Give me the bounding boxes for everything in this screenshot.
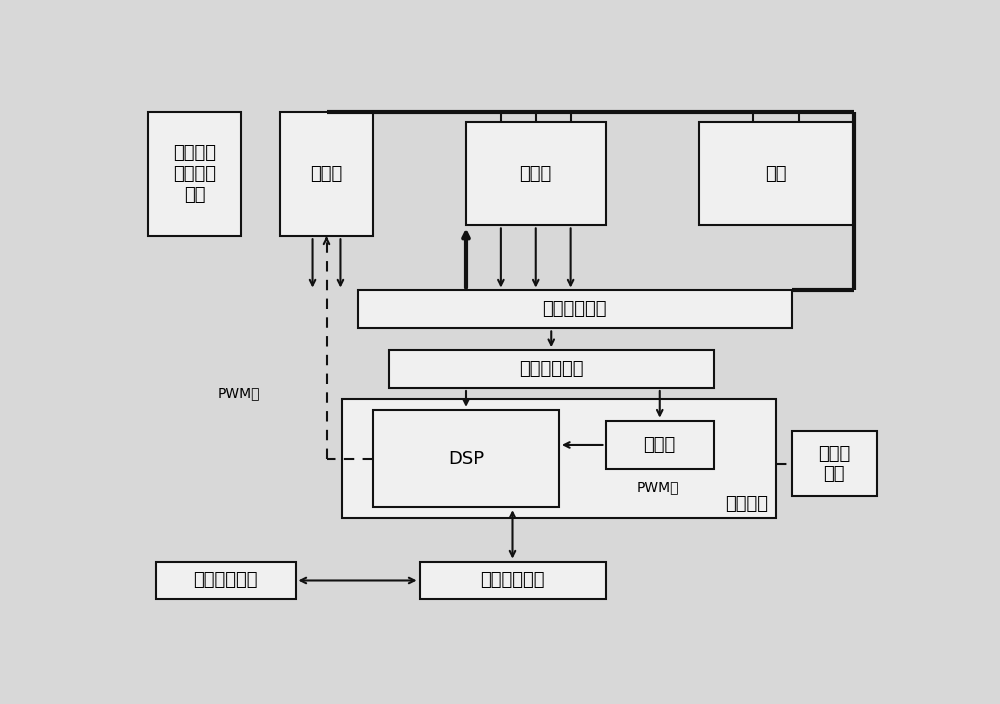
- Bar: [280, 112, 373, 237]
- Bar: [358, 291, 792, 328]
- Bar: [420, 562, 606, 600]
- Text: 分布式新
能源发电
系统: 分布式新 能源发电 系统: [173, 144, 216, 203]
- Text: 无线通信模块: 无线通信模块: [480, 572, 545, 589]
- Bar: [606, 420, 714, 470]
- Text: 逆变器: 逆变器: [310, 165, 343, 183]
- Text: 电网调度中心: 电网调度中心: [194, 572, 258, 589]
- Text: 断路器: 断路器: [520, 165, 552, 183]
- Text: 主控模块: 主控模块: [725, 495, 768, 513]
- Text: 电网: 电网: [765, 165, 787, 183]
- Bar: [156, 562, 296, 600]
- Text: PWM波: PWM波: [637, 480, 679, 494]
- Text: 并网控
制器: 并网控 制器: [818, 444, 850, 484]
- Bar: [388, 350, 714, 388]
- Bar: [698, 122, 854, 225]
- Text: DSP: DSP: [448, 450, 484, 467]
- Text: 信号调制模块: 信号调制模块: [519, 360, 584, 378]
- Text: 信号采集模块: 信号采集模块: [542, 301, 607, 318]
- Bar: [342, 399, 776, 518]
- Text: PWM波: PWM波: [218, 386, 260, 401]
- Bar: [148, 112, 241, 237]
- Text: 比较器: 比较器: [644, 436, 676, 454]
- Bar: [792, 432, 877, 496]
- Bar: [466, 122, 606, 225]
- Bar: [373, 410, 559, 508]
